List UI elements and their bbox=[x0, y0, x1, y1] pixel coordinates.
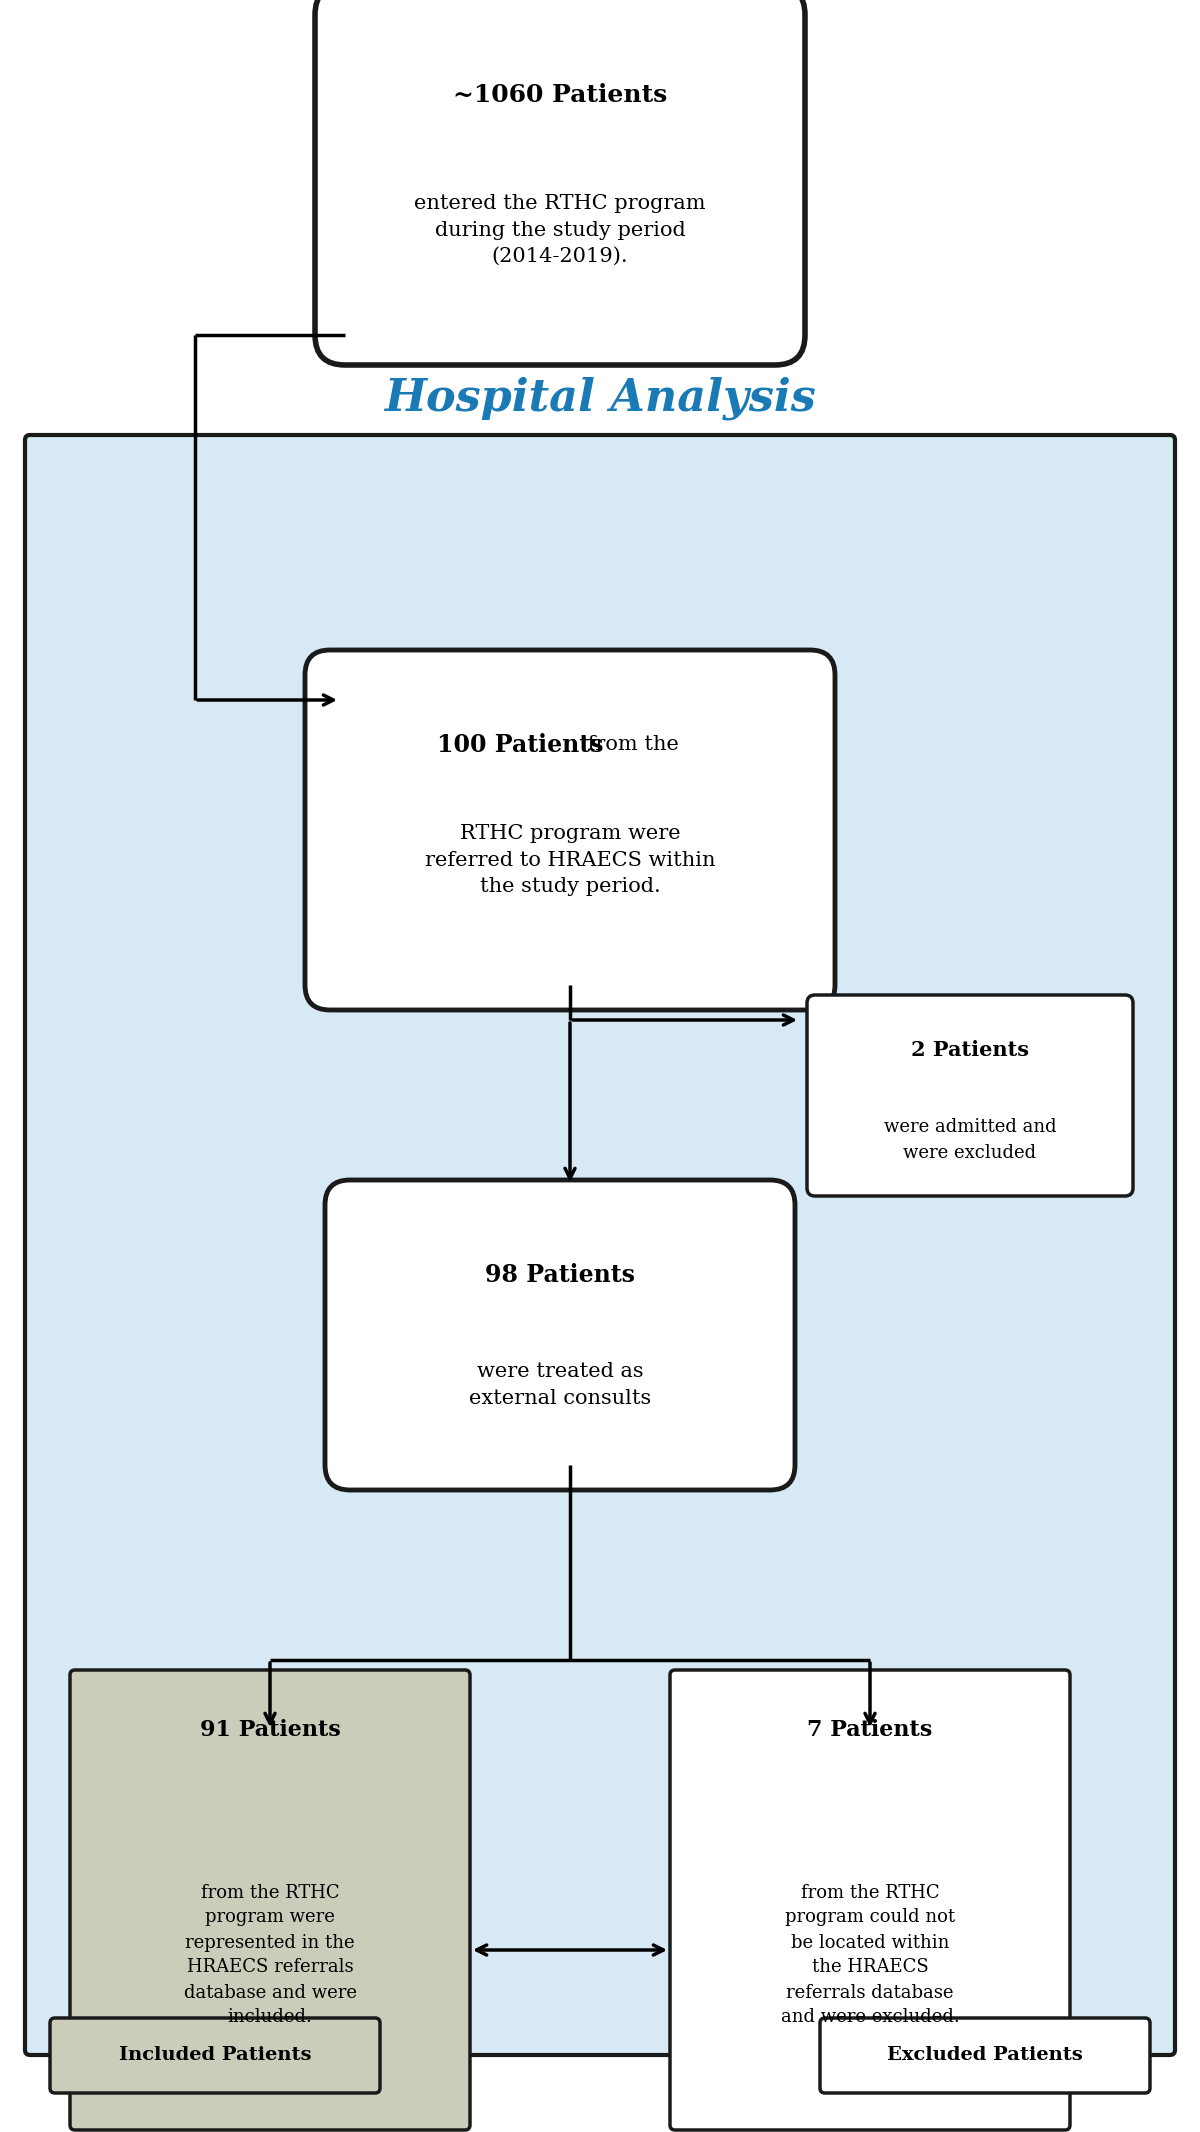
FancyBboxPatch shape bbox=[50, 2019, 380, 2094]
FancyBboxPatch shape bbox=[670, 1669, 1070, 2130]
FancyBboxPatch shape bbox=[820, 2019, 1150, 2094]
Text: Hospital Analysis: Hospital Analysis bbox=[384, 377, 816, 420]
Text: were admitted and
were excluded: were admitted and were excluded bbox=[883, 1119, 1056, 1162]
Text: 100 Patients: 100 Patients bbox=[437, 733, 604, 757]
Text: ~1060 Patients: ~1060 Patients bbox=[452, 83, 667, 107]
Text: 7 Patients: 7 Patients bbox=[808, 1718, 932, 1742]
FancyBboxPatch shape bbox=[314, 0, 805, 365]
FancyBboxPatch shape bbox=[70, 1669, 470, 2130]
FancyBboxPatch shape bbox=[305, 650, 835, 1011]
FancyBboxPatch shape bbox=[808, 996, 1133, 1196]
Text: 98 Patients: 98 Patients bbox=[485, 1262, 635, 1288]
Text: 91 Patients: 91 Patients bbox=[199, 1718, 341, 1742]
Text: from the RTHC
program were
represented in the
HRAECS referrals
database and were: from the RTHC program were represented i… bbox=[184, 1883, 356, 2028]
FancyBboxPatch shape bbox=[25, 435, 1175, 2055]
Text: Included Patients: Included Patients bbox=[119, 2047, 311, 2064]
Text: from the RTHC
program could not
be located within
the HRAECS
referrals database
: from the RTHC program could not be locat… bbox=[781, 1883, 959, 2028]
Text: entered the RTHC program
during the study period
(2014-2019).: entered the RTHC program during the stud… bbox=[414, 194, 706, 266]
Text: RTHC program were
referred to HRAECS within
the study period.: RTHC program were referred to HRAECS wit… bbox=[425, 823, 715, 895]
Text: Excluded Patients: Excluded Patients bbox=[887, 2047, 1082, 2064]
Text: from the: from the bbox=[581, 736, 679, 755]
FancyBboxPatch shape bbox=[325, 1179, 796, 1490]
Text: 2 Patients: 2 Patients bbox=[911, 1040, 1030, 1060]
Text: were treated as
external consults: were treated as external consults bbox=[469, 1362, 652, 1407]
